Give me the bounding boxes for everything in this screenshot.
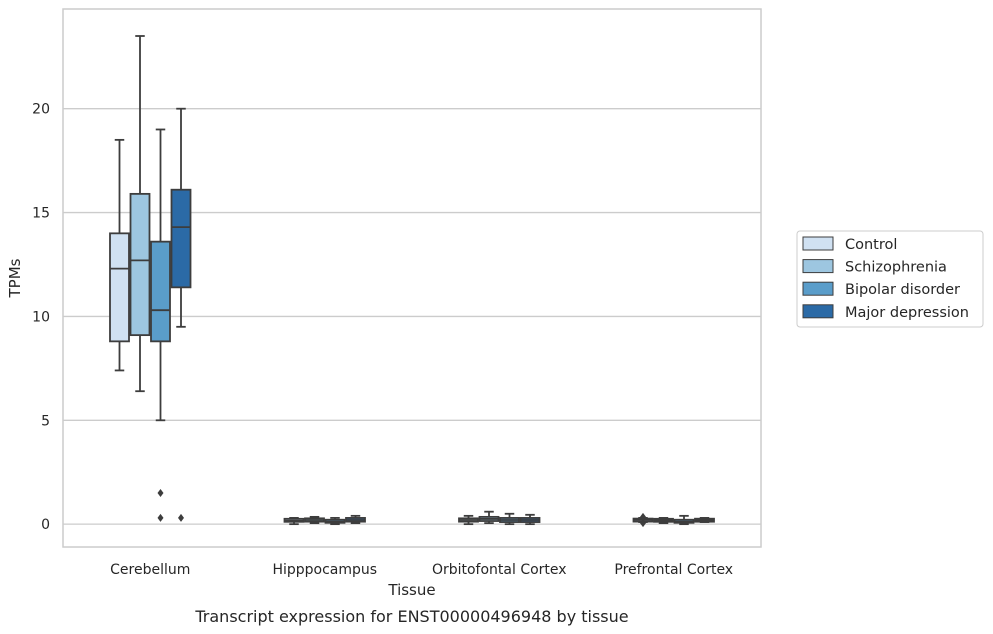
box-control [283,517,305,526]
x-tick-label: Prefrontal Cortex [614,562,733,578]
box-major-depression [694,517,715,523]
y-tick-label: 5 [41,413,50,429]
box-major-depression [519,513,541,526]
figure-caption: Transcript expression for ENST0000049694… [194,607,628,626]
legend-label: Major depression [845,305,969,321]
legend-swatch [802,259,834,274]
box-schizophrenia [478,510,500,525]
box-control [632,512,654,528]
box-control [109,138,130,372]
y-tick-labels: 0 5 10 15 20 [32,102,50,533]
legend-frame [796,230,984,328]
box-bipolar-disorder [673,514,695,526]
y-tick-label: 10 [32,309,50,325]
box-body [109,232,130,343]
box-bipolar-disorder [150,128,171,522]
boxes [109,35,715,528]
box-schizophrenia [304,515,325,525]
x-tick-label: Orbitofontal Cortex [432,562,567,578]
legend-label: Schizophrenia [845,260,947,276]
box-schizophrenia [653,517,674,525]
legend-swatch [802,236,834,251]
outlier-point [640,519,646,528]
y-tick-label: 20 [32,102,50,118]
box-bipolar-disorder [499,512,520,526]
y-axis-label: TPMs [6,258,24,298]
box-schizophrenia [129,35,151,393]
box-major-depression [170,107,192,522]
box-control [458,514,479,526]
outlier-point [640,512,646,521]
y-tick-label: 15 [32,206,50,222]
legend-swatch [802,304,834,319]
legend: Control Schizophrenia Bipolar disorder Majo… [796,230,984,328]
outlier-point [157,513,164,522]
x-tick-label: Cerebellum [110,562,190,578]
legend-label: Control [845,237,897,253]
legend-label: Bipolar disorder [845,282,960,298]
y-tick-label: 0 [41,517,50,533]
box-bipolar-disorder [324,517,346,526]
box-major-depression [345,514,366,525]
x-axis-label: Tissue [387,581,435,599]
x-tick-labels: Cerebellum Hipppocampus Orbitofontal Corte… [110,562,733,578]
box-body [129,192,151,337]
legend-swatch [802,281,834,296]
box-body [170,188,192,289]
box-body [150,240,171,343]
plot-area [62,8,762,548]
outlier-point [157,488,164,497]
outlier-point [178,513,184,522]
x-tick-label: Hipppocampus [272,562,377,578]
